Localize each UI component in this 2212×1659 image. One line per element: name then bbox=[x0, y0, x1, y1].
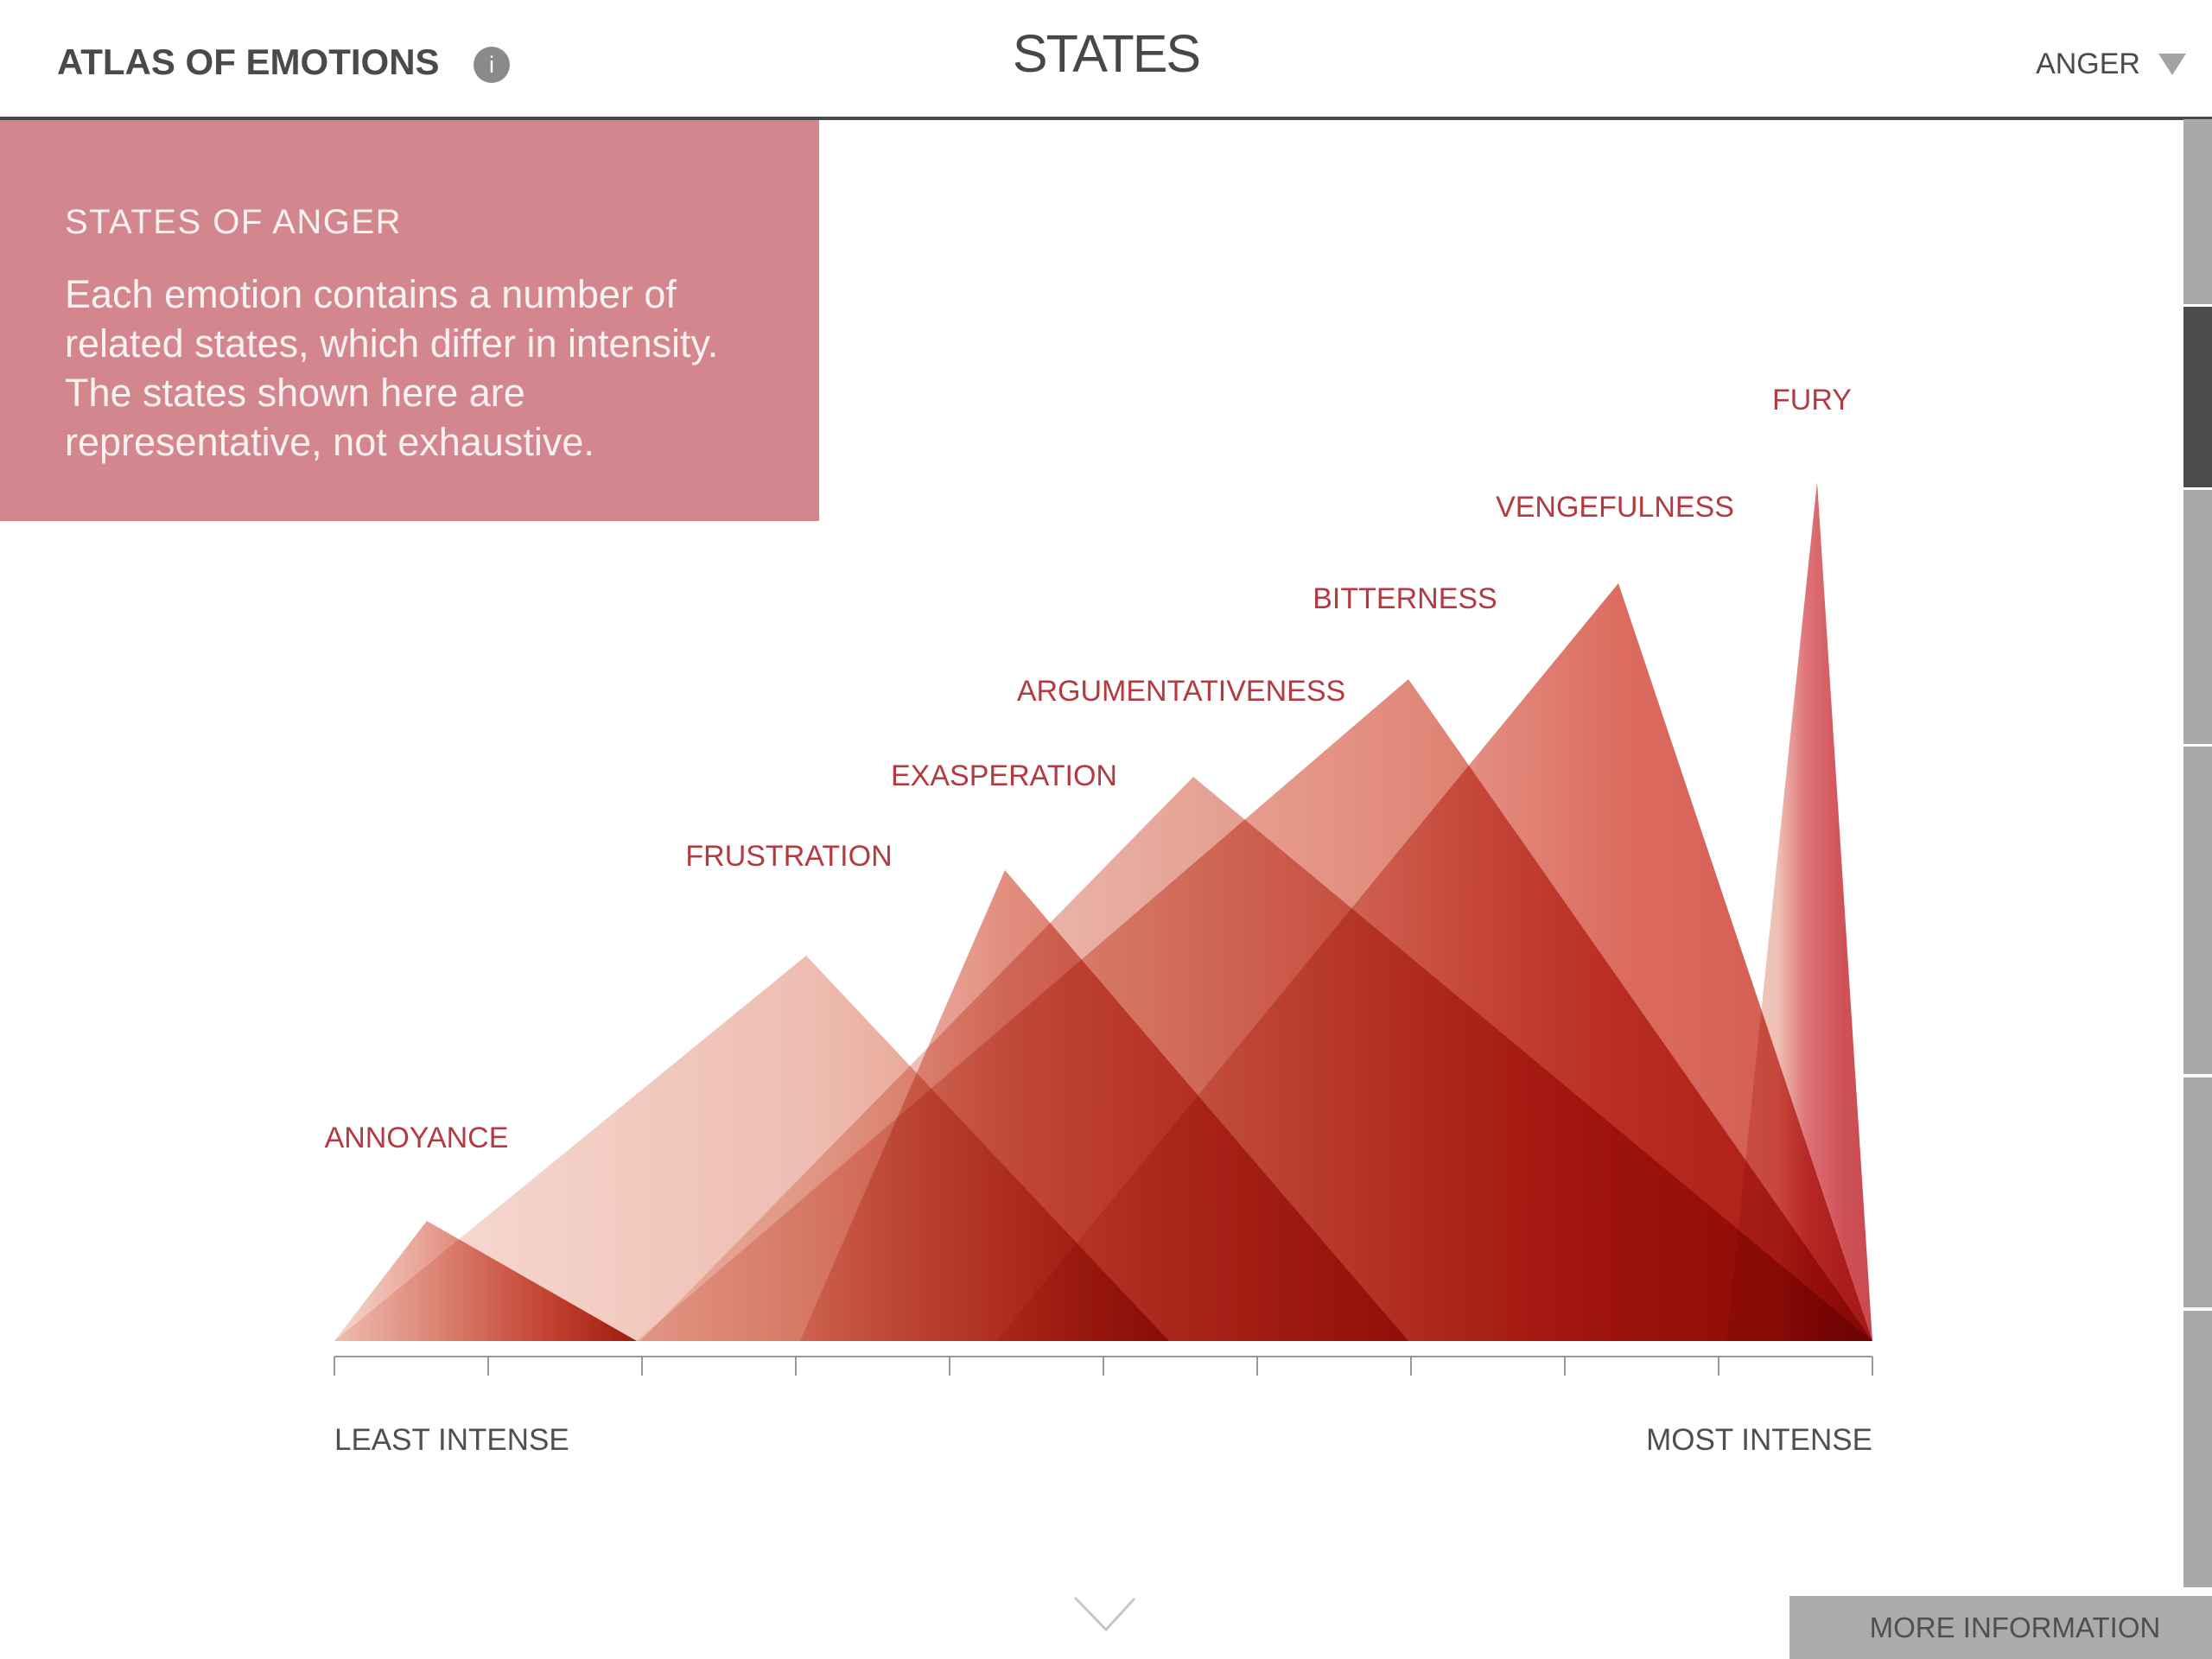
svg-text:ANNOYANCE: ANNOYANCE bbox=[325, 1122, 509, 1154]
svg-text:MOST INTENSE: MOST INTENSE bbox=[1646, 1423, 1872, 1457]
svg-text:LEAST INTENSE: LEAST INTENSE bbox=[334, 1423, 569, 1457]
svg-text:VENGEFULNESS: VENGEFULNESS bbox=[1496, 491, 1734, 524]
svg-text:FRUSTRATION: FRUSTRATION bbox=[685, 840, 892, 873]
svg-text:FURY: FURY bbox=[1772, 384, 1852, 416]
svg-text:ARGUMENTATIVENESS: ARGUMENTATIVENESS bbox=[1017, 675, 1345, 708]
svg-text:EXASPERATION: EXASPERATION bbox=[891, 760, 1117, 792]
svg-text:BITTERNESS: BITTERNESS bbox=[1313, 582, 1497, 615]
